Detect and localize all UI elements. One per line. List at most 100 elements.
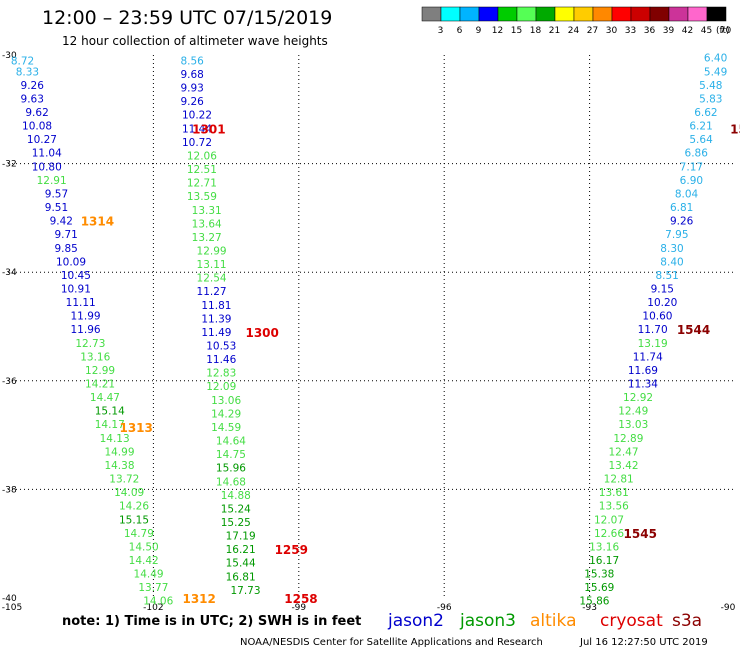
scale-swatch <box>611 6 632 22</box>
scale-label: 27 <box>587 26 598 36</box>
y-tick-label: -30 <box>2 51 17 61</box>
data-point-label: 12.71 <box>187 178 217 190</box>
legend-jason2: jason2 <box>387 611 444 631</box>
data-point-label: 12.81 <box>604 474 634 486</box>
scale-label: 18 <box>530 26 542 36</box>
color-scale: 3 6 9 12 15 18 21 24 27 30 33 36 39 42 45 70(ft) <box>421 6 731 36</box>
data-point-label: 5.83 <box>699 93 722 105</box>
data-point-label: 17.19 <box>226 531 256 543</box>
data-point-label: 10.45 <box>61 270 91 282</box>
x-tick-label: -102 <box>143 603 163 613</box>
pass-label: 1258 <box>284 592 317 606</box>
data-point-label: 14.79 <box>124 528 154 540</box>
data-point-label: 16.21 <box>226 544 256 556</box>
data-point-label: 14.75 <box>216 449 246 461</box>
data-point-label: 15.69 <box>584 582 614 594</box>
scale-swatch <box>516 6 537 22</box>
data-point-label: 11.04 <box>32 148 62 160</box>
scale-swatch <box>440 6 461 22</box>
scale-label: 21 <box>549 26 560 36</box>
data-point-label: 12.49 <box>618 406 648 418</box>
legend-altika: altika <box>530 611 577 631</box>
data-point-label: 12.07 <box>594 514 624 526</box>
data-point-label: 13.77 <box>138 582 168 594</box>
data-point-label: 5.64 <box>689 134 713 146</box>
scale-label: 6 <box>457 26 463 36</box>
data-point-label: 15.24 <box>221 503 251 515</box>
scale-swatch <box>554 6 575 22</box>
data-point-label: 15.15 <box>119 514 149 526</box>
data-point-label: 10.22 <box>182 110 212 122</box>
data-point-label: 9.57 <box>45 188 68 200</box>
axis-ticks: -30 -32 -34 -36 -38 -40-105 -102 -99 -96 -93 -90 <box>2 51 736 613</box>
data-point-label: 11.39 <box>201 313 231 325</box>
data-point-label: 12.66 <box>594 528 624 540</box>
data-point-label: 11.11 <box>66 297 96 309</box>
data-point-label: 15.14 <box>95 406 125 418</box>
grid-lines <box>8 55 735 598</box>
data-point-label: 10.08 <box>22 121 52 133</box>
y-tick-label: -32 <box>2 160 17 170</box>
data-point-label: 8.56 <box>180 55 204 67</box>
data-point-label: 11.96 <box>71 324 101 336</box>
legend-jason3: jason3 <box>459 611 516 631</box>
data-point-label: 14.88 <box>221 490 251 502</box>
data-point-label: 11.44 <box>182 123 212 135</box>
data-point-label: 11.81 <box>201 300 231 312</box>
scale-label: 12 <box>492 26 503 36</box>
data-point-label: 13.16 <box>589 541 619 553</box>
data-points: 8.728.339.269.639.6210.0810.2711.0410.80… <box>11 53 727 608</box>
data-point-label: 8.33 <box>16 66 39 78</box>
chart-title: 12:00 – 23:59 UTC 07/15/2019 <box>42 7 332 29</box>
data-point-label: 11.34 <box>628 379 658 391</box>
data-point-label: 9.93 <box>180 83 203 95</box>
data-point-label: 5.49 <box>704 66 727 78</box>
data-point-label: 14.42 <box>129 555 159 567</box>
scale-label: 36 <box>644 26 656 36</box>
pass-label: 1314 <box>81 215 114 229</box>
scale-unit: (ft) <box>716 26 730 36</box>
data-point-label: 10.20 <box>647 297 677 309</box>
data-point-label: 12.51 <box>187 164 217 176</box>
data-point-label: 12.09 <box>206 381 236 393</box>
scale-label: 33 <box>625 26 636 36</box>
scale-label: 45 <box>701 26 712 36</box>
data-point-label: 13.64 <box>192 218 222 230</box>
data-point-label: 12.47 <box>608 446 638 458</box>
data-point-label: 9.62 <box>25 107 48 119</box>
data-point-label: 11.74 <box>633 351 663 363</box>
data-point-label: 11.49 <box>201 327 231 339</box>
data-point-label: 15.96 <box>216 463 246 475</box>
data-point-label: 13.27 <box>192 232 222 244</box>
data-point-label: 10.91 <box>61 283 91 295</box>
footer-timestamp: Jul 16 12:27:50 UTC 2019 <box>579 637 708 648</box>
data-point-label: 16.17 <box>589 555 619 567</box>
data-point-label: 14.29 <box>211 408 241 420</box>
footer-credit: NOAA/NESDIS Center for Satellite Applica… <box>240 637 543 648</box>
data-point-label: 14.99 <box>104 446 134 458</box>
x-tick-label: -90 <box>721 603 736 613</box>
scale-swatch <box>649 6 670 22</box>
data-point-label: 6.81 <box>670 202 693 214</box>
data-point-label: 14.64 <box>216 436 246 448</box>
pass-label: 1259 <box>275 543 308 557</box>
data-point-label: 14.09 <box>114 487 144 499</box>
scale-swatch <box>478 6 499 22</box>
data-point-label: 9.68 <box>180 69 203 81</box>
scale-swatch <box>535 6 556 22</box>
x-tick-label: -93 <box>582 603 597 613</box>
data-point-label: 14.21 <box>85 379 115 391</box>
data-point-label: 11.27 <box>197 286 227 298</box>
data-point-label: 12.92 <box>623 392 653 404</box>
scale-swatch <box>630 6 651 22</box>
data-point-label: 14.38 <box>104 460 134 472</box>
data-point-label: 10.53 <box>206 341 236 353</box>
data-point-label: 11.99 <box>71 311 101 323</box>
data-point-label: 12.06 <box>187 150 217 162</box>
data-point-label: 14.06 <box>143 596 173 608</box>
pass-label: 1301 <box>192 122 225 136</box>
scale-label: 42 <box>682 26 693 36</box>
scale-swatch <box>592 6 613 22</box>
data-point-label: 12.83 <box>206 368 236 380</box>
data-point-label: 10.09 <box>56 256 86 268</box>
